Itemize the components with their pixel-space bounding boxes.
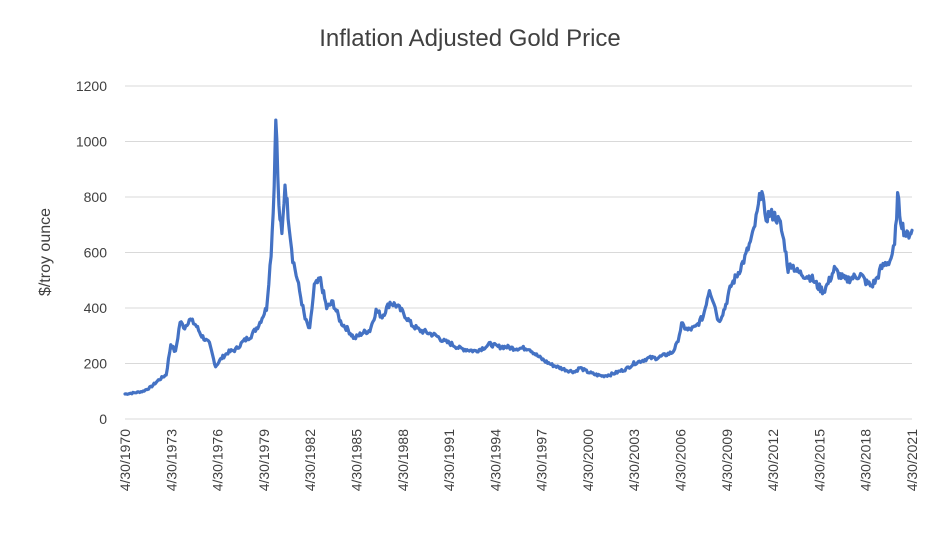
series-layer [123, 118, 914, 396]
x-tick-label: 4/30/2000 [580, 429, 596, 491]
x-axis-ticks: 4/30/1970 4/30/1973 4/30/1976 4/30/1979 4/30… [117, 429, 920, 491]
x-tick-label: 4/30/2021 [904, 429, 920, 491]
x-tick-label: 4/30/1970 [117, 429, 133, 491]
y-tick-label: 400 [84, 300, 108, 316]
x-tick-label: 4/30/1973 [163, 429, 179, 491]
x-tick-label: 4/30/1997 [534, 429, 550, 491]
gridlines [125, 85, 912, 420]
y-tick-label: 600 [84, 245, 108, 261]
y-axis-ticks: 0 200 400 600 800 1000 1200 [76, 78, 107, 427]
series-line [123, 118, 914, 396]
x-tick-label: 4/30/1979 [256, 429, 272, 491]
x-tick-label: 4/30/1976 [210, 429, 226, 491]
y-tick-label: 1200 [76, 78, 107, 94]
x-tick-label: 4/30/1991 [441, 429, 457, 491]
y-tick-label: 0 [99, 411, 107, 427]
x-tick-label: 4/30/1994 [487, 429, 503, 491]
x-tick-label: 4/30/1988 [395, 429, 411, 491]
x-tick-label: 4/30/2006 [673, 429, 689, 491]
x-tick-label: 4/30/2018 [858, 429, 874, 491]
x-tick-label: 4/30/1982 [302, 429, 318, 491]
y-tick-label: 800 [84, 189, 108, 205]
x-tick-label: 4/30/2003 [626, 429, 642, 491]
x-tick-label: 4/30/1985 [348, 429, 364, 491]
y-tick-label: 1000 [76, 134, 107, 150]
y-tick-label: 200 [84, 356, 108, 372]
y-axis-title: $/troy ounce [37, 208, 54, 296]
x-tick-label: 4/30/2009 [719, 429, 735, 491]
chart-title: Inflation Adjusted Gold Price [319, 25, 621, 52]
x-tick-label: 4/30/2015 [811, 429, 827, 491]
x-tick-label: 4/30/2012 [765, 429, 781, 491]
